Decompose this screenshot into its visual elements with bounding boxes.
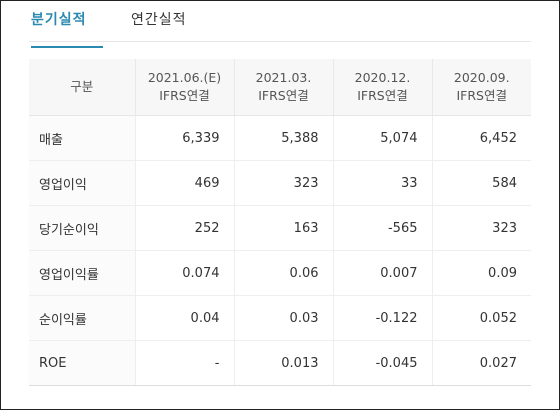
table-cell: 163 [234,205,334,251]
column-basis: IFRS연결 [456,88,508,103]
column-header: 2021.06.(E) IFRS연결 [135,59,235,116]
row-label: 당기순이익 [29,205,136,251]
column-header-category: 구분 [29,59,136,116]
column-basis: IFRS연결 [357,88,408,103]
category-label: 구분 [70,79,94,94]
table-cell: 0.013 [234,340,334,386]
table-cell: 0.04 [135,295,235,341]
tab-quarterly-label: 분기실적 [31,12,87,28]
tab-annual[interactable]: 연간실적 [131,9,201,39]
table-cell: 584 [432,160,531,206]
table-row: 당기순이익 252 163 -565 323 [29,205,531,251]
table-cell: 252 [135,205,235,251]
row-label: 순이익률 [29,295,136,341]
column-period: 2020.09. [453,70,510,85]
table-cell: 0.09 [432,250,531,296]
tab-annual-label: 연간실적 [131,12,187,28]
table-cell: 5,388 [234,115,334,161]
table-row: ROE - 0.013 -0.045 0.027 [29,340,531,386]
row-label: ROE [29,340,136,386]
row-label: 영업이익 [29,160,136,206]
table-cell: 0.03 [234,295,334,341]
table-cell: 33 [333,160,433,206]
table-cell: 0.007 [333,250,433,296]
table-cell: - [135,340,235,386]
table-cell: 0.052 [432,295,531,341]
column-header: 2020.12. IFRS연결 [333,59,433,116]
table-cell: 469 [135,160,235,206]
row-label: 매출 [29,115,136,161]
table-cell: 0.06 [234,250,334,296]
table-row: 순이익률 0.04 0.03 -0.122 0.052 [29,295,531,341]
column-period: 2021.06.(E) [147,70,222,85]
table-cell: 6,339 [135,115,235,161]
column-basis: IFRS연결 [258,88,309,103]
table-cell: 323 [432,205,531,251]
table-cell: -0.122 [333,295,433,341]
table-header-row: 구분 2021.06.(E) IFRS연결 2021.03. IFRS연결 20… [29,59,531,116]
active-tab-indicator [31,46,103,48]
tab-quarterly[interactable]: 분기실적 [31,9,103,48]
table-cell: 6,452 [432,115,531,161]
table-row: 매출 6,339 5,388 5,074 6,452 [29,115,531,161]
table-cell: -0.045 [333,340,433,386]
column-basis: IFRS연결 [159,88,210,103]
row-label: 영업이익률 [29,250,136,296]
table-cell: 5,074 [333,115,433,161]
column-period: 2020.12. [354,70,411,85]
column-header: 2020.09. IFRS연결 [432,59,531,116]
table-cell: 323 [234,160,334,206]
table-row: 영업이익률 0.074 0.06 0.007 0.09 [29,250,531,296]
column-period: 2021.03. [255,70,312,85]
table-cell: -565 [333,205,433,251]
performance-table: 구분 2021.06.(E) IFRS연결 2021.03. IFRS연결 20… [29,59,531,386]
tab-bar: 분기실적 연간실적 [29,1,531,48]
table-cell: 0.027 [432,340,531,386]
table-row: 영업이익 469 323 33 584 [29,160,531,206]
column-header: 2021.03. IFRS연결 [234,59,334,116]
table-cell: 0.074 [135,250,235,296]
